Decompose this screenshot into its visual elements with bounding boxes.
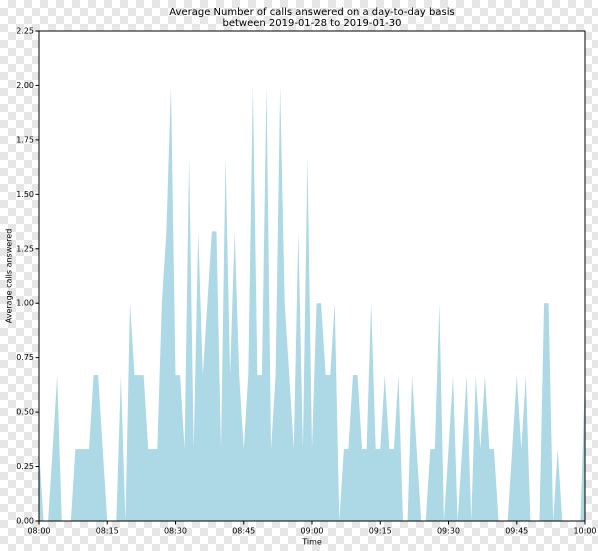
y-tick-label: 1.00 (16, 299, 34, 308)
x-tick-label: 08:30 (164, 527, 187, 536)
x-tick-label: 08:15 (96, 527, 119, 536)
y-tick-label: 2.25 (16, 27, 34, 36)
x-tick-label: 09:15 (369, 527, 392, 536)
area (39, 85, 585, 521)
y-tick-label: 0.25 (16, 462, 34, 471)
x-tick-label: 08:00 (27, 527, 50, 536)
y-tick-label: 1.75 (16, 135, 34, 144)
y-tick-label: 0.75 (16, 353, 34, 362)
y-tick-label: 0.00 (16, 517, 34, 526)
x-tick-label: 09:45 (505, 527, 528, 536)
y-tick-label: 2.00 (16, 81, 34, 90)
y-tick-label: 1.50 (16, 190, 34, 199)
x-tick-label: 10:00 (573, 527, 596, 536)
y-tick-label: 0.50 (16, 408, 34, 417)
y-tick-label: 1.25 (16, 244, 34, 253)
x-tick-label: 09:00 (300, 527, 323, 536)
x-axis-label: Time (301, 538, 322, 547)
chart-subtitle: between 2019-01-28 to 2019-01-30 (222, 18, 401, 29)
x-tick-label: 08:45 (232, 527, 255, 536)
y-axis-label: Average calls answered (5, 229, 14, 324)
x-tick-label: 09:30 (437, 527, 460, 536)
chart-title: Average Number of calls answered on a da… (169, 7, 454, 18)
